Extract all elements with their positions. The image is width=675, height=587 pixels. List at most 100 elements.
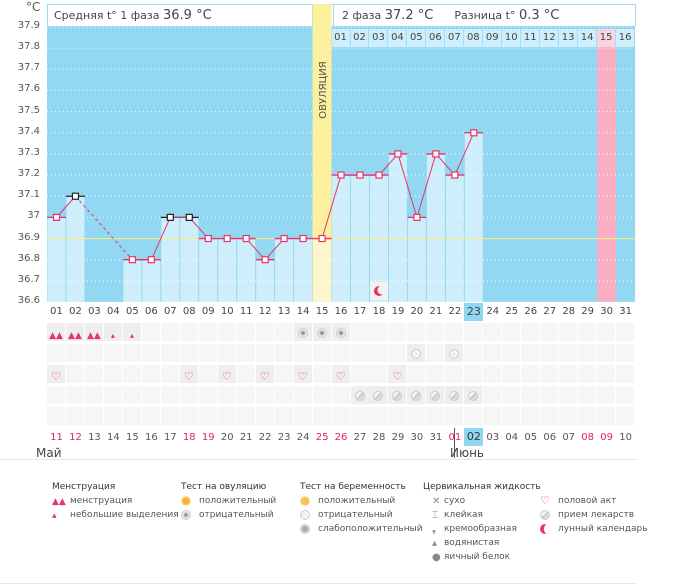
symptom-cell[interactable]: [331, 386, 350, 404]
symptom-cell[interactable]: ▴: [122, 323, 141, 341]
cycle-day-label[interactable]: 08: [182, 306, 196, 317]
symptom-cell[interactable]: [483, 323, 502, 341]
symptom-cell[interactable]: [369, 323, 388, 341]
symptom-cell[interactable]: [217, 386, 236, 404]
symptom-cell[interactable]: [236, 344, 255, 362]
symptom-cell[interactable]: [122, 365, 141, 383]
symptom-cell[interactable]: [388, 407, 407, 425]
symptom-cell[interactable]: [160, 344, 179, 362]
cycle-day-label[interactable]: 20: [410, 306, 424, 317]
symptom-cell[interactable]: [483, 407, 502, 425]
symptom-cell[interactable]: [103, 386, 122, 404]
symptom-cell[interactable]: [388, 323, 407, 341]
symptom-cell[interactable]: [540, 323, 559, 341]
symptom-cell[interactable]: [350, 365, 369, 383]
symptom-cell[interactable]: ♡: [179, 365, 198, 383]
symptom-cell[interactable]: [426, 323, 445, 341]
cycle-day-label[interactable]: 18: [372, 306, 386, 317]
symptom-cell[interactable]: [141, 344, 160, 362]
symptom-cell[interactable]: ▴: [103, 323, 122, 341]
symptom-cell[interactable]: [255, 323, 274, 341]
symptom-cell[interactable]: [331, 323, 350, 341]
symptom-cell[interactable]: [103, 407, 122, 425]
symptom-cell[interactable]: [122, 407, 141, 425]
cycle-day-label[interactable]: 25: [505, 306, 519, 317]
symptom-cell[interactable]: [521, 344, 540, 362]
symptom-cell[interactable]: [274, 344, 293, 362]
symptom-cell[interactable]: [198, 386, 217, 404]
symptom-cell[interactable]: ♡: [388, 365, 407, 383]
symptom-cell[interactable]: [179, 386, 198, 404]
cycle-day-label[interactable]: 15: [315, 306, 329, 317]
symptom-cell[interactable]: [445, 365, 464, 383]
symptom-cell[interactable]: [84, 386, 103, 404]
symptom-cell[interactable]: [217, 323, 236, 341]
symptom-cell[interactable]: [274, 407, 293, 425]
symptom-cell[interactable]: [369, 407, 388, 425]
symptom-cell[interactable]: [198, 323, 217, 341]
cycle-day-label[interactable]: 01: [50, 306, 63, 317]
symptom-cell[interactable]: [47, 344, 65, 362]
cycle-day-label[interactable]: 12: [258, 306, 272, 317]
cycle-day-label[interactable]: 22: [448, 306, 462, 317]
symptom-cell[interactable]: [540, 365, 559, 383]
symptom-cell[interactable]: [445, 386, 464, 404]
symptom-cell[interactable]: [65, 365, 84, 383]
symptom-cell[interactable]: [179, 323, 198, 341]
symptom-cell[interactable]: [540, 407, 559, 425]
cycle-day-label[interactable]: 02: [69, 306, 82, 317]
cycle-day-label[interactable]: 06: [144, 306, 158, 317]
cycle-day-label[interactable]: 13: [277, 306, 291, 317]
symptom-cell[interactable]: [350, 386, 369, 404]
symptom-cell[interactable]: ♡: [331, 365, 350, 383]
symptom-cell[interactable]: [464, 365, 483, 383]
symptom-cell[interactable]: [407, 365, 426, 383]
symptom-cell[interactable]: [103, 365, 122, 383]
cycle-day-label[interactable]: 17: [353, 306, 367, 317]
symptom-cell[interactable]: [559, 386, 578, 404]
symptom-cell[interactable]: [236, 323, 255, 341]
cycle-day-label[interactable]: 14: [296, 306, 310, 317]
symptom-cell[interactable]: [369, 365, 388, 383]
symptom-cell[interactable]: [578, 407, 597, 425]
symptom-cell[interactable]: [274, 323, 293, 341]
symptom-cell[interactable]: [141, 323, 160, 341]
symptom-cell[interactable]: [312, 323, 331, 341]
symptom-cell[interactable]: [597, 407, 616, 425]
symptom-cell[interactable]: [141, 365, 160, 383]
symptom-cell[interactable]: [597, 323, 616, 341]
symptom-cell[interactable]: [217, 344, 236, 362]
symptom-cell[interactable]: [65, 407, 84, 425]
cycle-day-label[interactable]: 07: [163, 306, 177, 317]
cycle-day-label[interactable]: 03: [88, 306, 101, 317]
symptom-cell[interactable]: [502, 365, 521, 383]
symptom-cell[interactable]: [369, 344, 388, 362]
symptom-cell[interactable]: [255, 386, 274, 404]
symptom-cell[interactable]: [540, 344, 559, 362]
symptom-cell[interactable]: [521, 407, 540, 425]
cycle-day-label[interactable]: 23: [464, 303, 484, 321]
symptom-cell[interactable]: [464, 323, 483, 341]
cycle-day-label[interactable]: 05: [126, 306, 139, 317]
symptom-cell[interactable]: ♡: [293, 365, 312, 383]
symptom-cell[interactable]: [312, 407, 331, 425]
symptom-cell[interactable]: [274, 365, 293, 383]
cycle-day-label[interactable]: 28: [562, 306, 576, 317]
symptom-cell[interactable]: ♡: [47, 365, 65, 383]
symptom-cell[interactable]: [350, 407, 369, 425]
symptom-cell[interactable]: [426, 344, 445, 362]
symptom-cell[interactable]: [369, 386, 388, 404]
symptom-cell[interactable]: [388, 386, 407, 404]
cycle-day-label[interactable]: 24: [486, 306, 500, 317]
symptom-cell[interactable]: [578, 365, 597, 383]
cycle-day-label[interactable]: 27: [543, 306, 557, 317]
symptom-cell[interactable]: [160, 386, 179, 404]
symptom-cell[interactable]: [179, 344, 198, 362]
symptom-cell[interactable]: [293, 344, 312, 362]
symptom-cell[interactable]: [84, 365, 103, 383]
symptom-cell[interactable]: [597, 386, 616, 404]
symptom-cell[interactable]: [312, 344, 331, 362]
symptom-cell[interactable]: [578, 344, 597, 362]
symptom-cell[interactable]: [65, 386, 84, 404]
symptom-cell[interactable]: [331, 344, 350, 362]
